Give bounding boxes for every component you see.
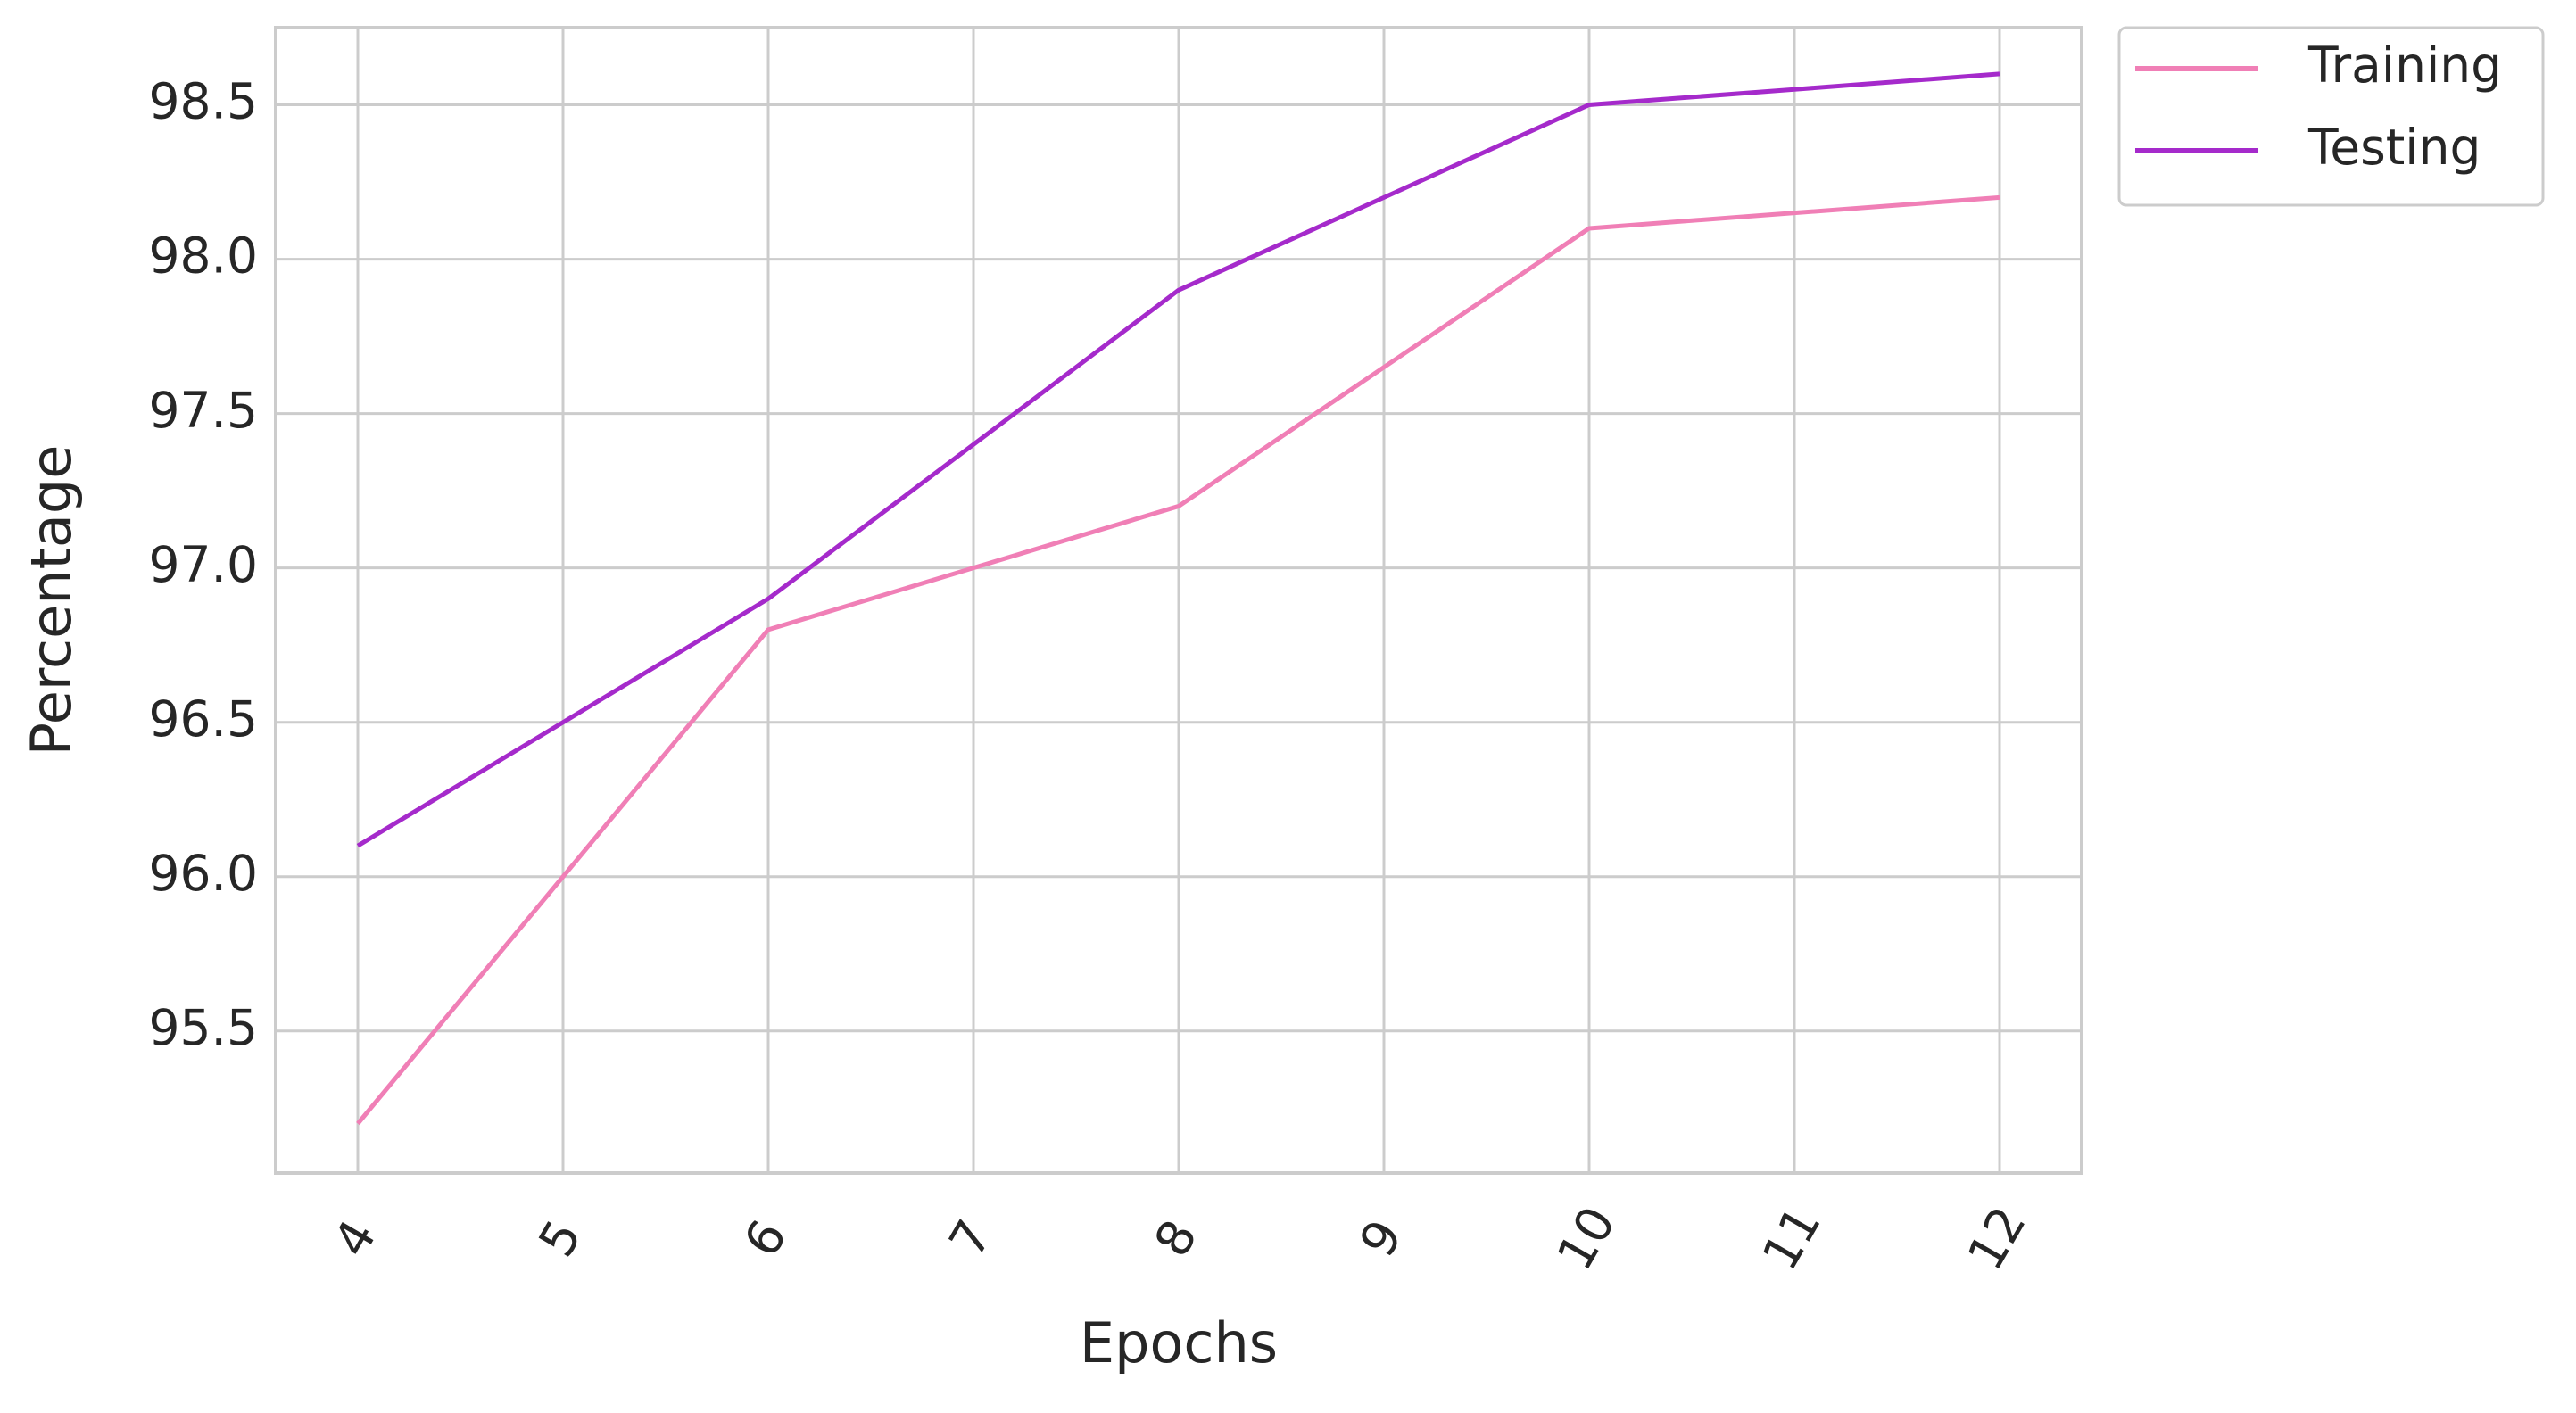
legend-label: Training [2307,37,2502,94]
y-tick-label: 95.5 [149,999,258,1056]
y-tick-label: 98.0 [149,227,258,285]
y-tick-label: 96.5 [149,690,258,748]
y-tick-label: 98.5 [149,73,258,130]
y-tick-label: 96.0 [149,845,258,902]
x-tick-label: 10 [1545,1197,1626,1280]
x-tick-label: 12 [1956,1197,2036,1280]
x-tick-label: 8 [1143,1211,1208,1266]
series-line [356,71,2000,848]
x-tick-label: 5 [527,1211,592,1266]
x-axis-label: Epochs [1080,1310,1278,1376]
x-tick-label: 4 [322,1211,387,1266]
x-tick-label: 6 [733,1211,798,1266]
series-line [356,194,2000,1126]
y-tick-label: 97.0 [149,536,258,593]
legend [2117,26,2545,207]
y-tick-label: 97.5 [149,382,258,439]
legend-label: Testing [2307,119,2481,176]
x-tick-label: 9 [1348,1211,1413,1266]
x-tick-label: 7 [938,1211,1003,1266]
x-tick-label: 11 [1751,1197,1831,1280]
y-axis-label: Percentage [19,445,84,756]
